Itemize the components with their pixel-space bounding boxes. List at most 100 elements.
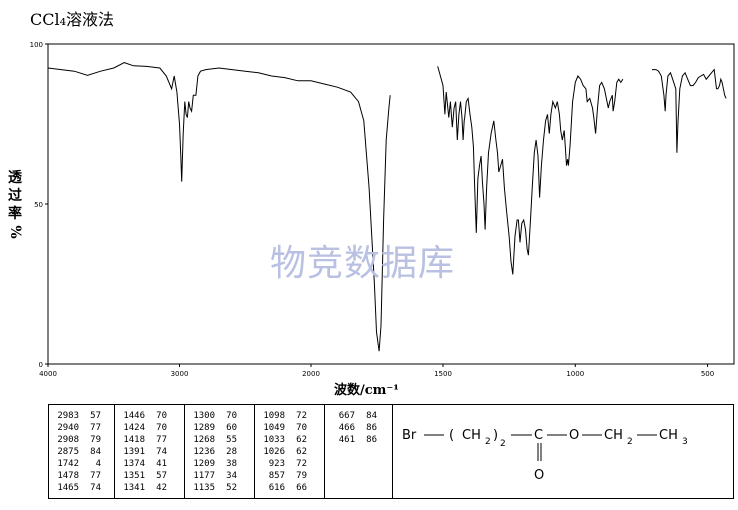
- peak-transmittance: 72: [296, 459, 307, 469]
- peak-transmittance: 77: [156, 435, 167, 445]
- peak-transmittance: 79: [90, 435, 101, 445]
- peak-transmittance: 28: [226, 447, 237, 457]
- peak-row: 2983 57: [49, 410, 114, 422]
- structure-br: Br: [402, 428, 417, 443]
- peak-transmittance: 70: [156, 423, 167, 433]
- peak-row: 857 79: [255, 470, 324, 482]
- peak-wavenumber: 1465: [57, 483, 79, 493]
- peak-row: 466 86: [325, 422, 392, 434]
- peak-transmittance: 77: [90, 423, 101, 433]
- peak-row: 616 66: [255, 482, 324, 494]
- peak-column-4: 1098 72 1049 70 1033 62 1026 62 923 72 857 79 616 66: [255, 405, 325, 498]
- peak-row: 1135 52: [185, 482, 254, 494]
- peak-row: 1351 57: [115, 470, 184, 482]
- watermark: 物竞数据库: [270, 243, 456, 284]
- plot-frame: [47, 43, 735, 365]
- peak-row: 923 72: [255, 458, 324, 470]
- peak-wavenumber: 2983: [57, 411, 79, 421]
- peak-transmittance: 38: [226, 459, 237, 469]
- peak-wavenumber: 466: [338, 423, 355, 433]
- peak-row: 1289 60: [185, 422, 254, 434]
- peak-wavenumber: 1236: [193, 447, 215, 457]
- peak-row: 2940 77: [49, 422, 114, 434]
- structure-close-paren: ): [493, 428, 498, 443]
- peak-transmittance: 62: [296, 435, 307, 445]
- x-tick-label: 4000: [39, 370, 57, 378]
- peak-wavenumber: 1391: [123, 447, 145, 457]
- peak-row: 1341 42: [115, 482, 184, 494]
- peak-row: 1478 77: [49, 470, 114, 482]
- peak-row: 1424 70: [115, 422, 184, 434]
- peak-wavenumber: 2940: [57, 423, 79, 433]
- peak-row: 667 84: [325, 410, 392, 422]
- peak-transmittance: 42: [156, 483, 167, 493]
- peak-transmittance: 4: [95, 459, 101, 469]
- peak-transmittance: 41: [156, 459, 167, 469]
- y-tick-label: 50: [34, 201, 43, 209]
- peak-transmittance: 70: [296, 423, 307, 433]
- peak-column-5: 667 84 466 86 461 86: [325, 405, 393, 498]
- peak-row: 1098 72: [255, 410, 324, 422]
- peak-wavenumber: 2875: [57, 447, 79, 457]
- peak-table: 2983 57 2940 77 2908 79 2875 84 1742 4 1478 77 1465 7…: [48, 404, 734, 499]
- peak-wavenumber: 1341: [123, 483, 145, 493]
- x-tick-label: 1000: [566, 370, 584, 378]
- peak-transmittance: 57: [156, 471, 167, 481]
- structure-ethyl-ch2-sub: 2: [627, 437, 633, 447]
- peak-wavenumber: 667: [338, 411, 355, 421]
- molecular-structure: Br ( CH 2 ) 2 C O O CH 2 CH 3: [402, 428, 688, 483]
- x-tick-label: 1500: [434, 370, 452, 378]
- peak-row: 2908 79: [49, 434, 114, 446]
- peak-wavenumber: 1289: [193, 423, 215, 433]
- spectrum-line-segment-3: [652, 68, 727, 153]
- peak-row: 1446 70: [115, 410, 184, 422]
- peak-wavenumber: 1049: [263, 423, 285, 433]
- peak-row: 1209 38: [185, 458, 254, 470]
- peak-wavenumber: 1268: [193, 435, 215, 445]
- structure-ch3: CH: [659, 428, 678, 443]
- peak-row: 1033 62: [255, 434, 324, 446]
- structure-carbonyl-o: O: [534, 468, 544, 483]
- peak-wavenumber: 1135: [193, 483, 215, 493]
- chart-title: CCl₄溶液法: [30, 10, 115, 29]
- peak-wavenumber: 1300: [193, 411, 215, 421]
- peak-transmittance: 77: [90, 471, 101, 481]
- peak-transmittance: 74: [90, 483, 101, 493]
- peak-transmittance: 70: [226, 411, 237, 421]
- peak-wavenumber: 461: [338, 435, 355, 445]
- y-tick-label: 100: [30, 41, 43, 49]
- peak-wavenumber: 1177: [193, 471, 215, 481]
- peak-transmittance: 55: [226, 435, 237, 445]
- x-axis-label: 波数/cm⁻¹: [334, 383, 399, 398]
- x-tick-label: 3000: [171, 370, 189, 378]
- peak-transmittance: 84: [90, 447, 101, 457]
- peak-wavenumber: 1742: [57, 459, 79, 469]
- peak-row: 1418 77: [115, 434, 184, 446]
- peak-row: 1177 34: [185, 470, 254, 482]
- peak-transmittance: 57: [90, 411, 101, 421]
- peak-wavenumber: 1374: [123, 459, 145, 469]
- peak-transmittance: 70: [156, 411, 167, 421]
- peak-transmittance: 84: [366, 411, 377, 421]
- peak-column-1: 2983 57 2940 77 2908 79 2875 84 1742 4 1478 77 1465 7…: [49, 405, 115, 498]
- peak-wavenumber: 1351: [123, 471, 145, 481]
- x-tick-label: 500: [701, 370, 714, 378]
- peak-column-2: 1446 70 1424 70 1418 77 1391 74 1374 41 1351 57 1341…: [115, 405, 185, 498]
- peak-row: 2875 84: [49, 446, 114, 458]
- peak-transmittance: 60: [226, 423, 237, 433]
- peak-wavenumber: 923: [268, 459, 285, 469]
- peak-row: 1391 74: [115, 446, 184, 458]
- y-axis-label-char: %: [7, 225, 23, 238]
- peak-row: 1465 74: [49, 482, 114, 494]
- peak-row: 461 86: [325, 434, 392, 446]
- structure-repeat-subscript: 2: [500, 439, 506, 449]
- peak-transmittance: 74: [156, 447, 167, 457]
- peak-transmittance: 66: [296, 483, 307, 493]
- structure-carbonyl-c: C: [534, 428, 543, 443]
- structure-ester-o: O: [569, 428, 579, 443]
- peak-transmittance: 79: [296, 471, 307, 481]
- x-tick-label: 2000: [302, 370, 320, 378]
- peak-wavenumber: 2908: [57, 435, 79, 445]
- structure-open-paren: (: [449, 428, 454, 443]
- peak-wavenumber: 1098: [263, 411, 285, 421]
